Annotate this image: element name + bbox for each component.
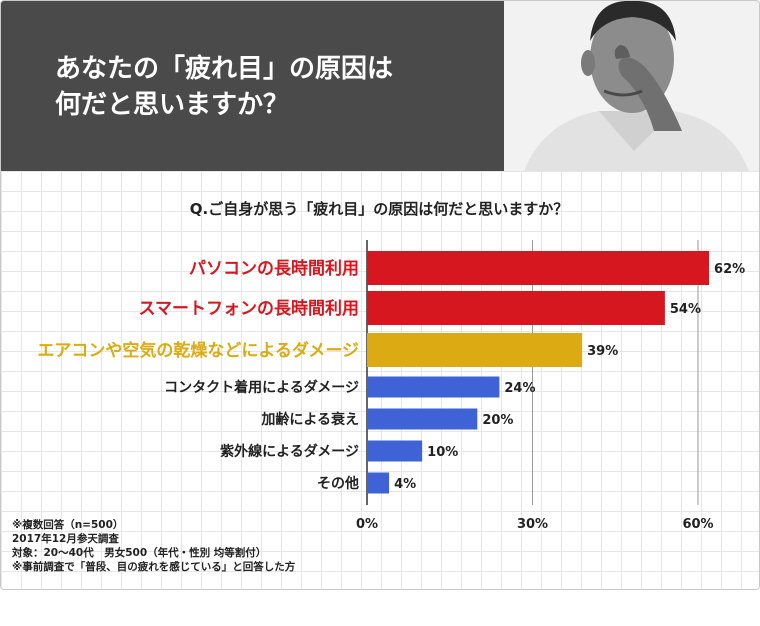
bar	[367, 472, 390, 494]
survey-card: あなたの「疲れ目」の原因は 何だと思いますか？	[0, 0, 760, 590]
bar	[367, 291, 665, 325]
category-label: パソコンの長時間利用	[189, 258, 359, 279]
bar	[367, 251, 710, 285]
photo-illustration	[504, 1, 759, 171]
x-tick-label: 30%	[517, 517, 548, 532]
data-label: 10%	[427, 445, 458, 460]
bar	[367, 376, 500, 398]
category-label: その他	[317, 475, 359, 492]
note-target: 対象：20〜40代 男女500（年代・性別 均等割付）	[12, 547, 267, 559]
category-label: スマートフォンの長時間利用	[139, 298, 360, 319]
man-rubbing-eyes-photo	[504, 1, 759, 171]
data-label: 4%	[394, 477, 416, 492]
bar	[367, 408, 478, 430]
data-label: 24%	[504, 381, 535, 396]
survey-question: Q.ご自身が思う「疲れ目」の原因は何だと思いますか？	[189, 200, 569, 218]
title-line-1: あなたの「疲れ目」の原因は	[55, 54, 394, 84]
note-survey-source: 2017年12月参天調査	[12, 533, 119, 545]
note-multiple-answer: ※複数回答（n=500）	[12, 519, 124, 531]
x-tick-label: 0%	[356, 517, 378, 532]
category-label: エアコンや空気の乾燥などによるダメージ	[37, 340, 359, 361]
page-title: あなたの「疲れ目」の原因は 何だと思いますか？	[55, 51, 393, 123]
data-label: 62%	[714, 262, 745, 277]
data-label: 54%	[670, 302, 701, 317]
grid-background	[1, 171, 759, 589]
data-label: 39%	[587, 344, 618, 359]
data-label: 20%	[482, 413, 513, 428]
survey-notes: ※複数回答（n=500） 2017年12月参天調査 対象：20〜40代 男女50…	[12, 518, 295, 574]
category-label: 紫外線によるダメージ	[220, 443, 359, 460]
bar	[367, 333, 583, 367]
category-label: 加齢による衰え	[260, 411, 359, 428]
note-prescreen: ※事前調査で「普段、目の疲れを感じている」と回答した方	[12, 561, 296, 573]
x-tick-label: 60%	[682, 517, 713, 532]
category-label: コンタクト着用によるダメージ	[164, 379, 359, 396]
bar	[367, 440, 423, 462]
title-line-2: 何だと思いますか？	[55, 90, 290, 120]
header-banner: あなたの「疲れ目」の原因は 何だと思いますか？	[1, 1, 759, 171]
